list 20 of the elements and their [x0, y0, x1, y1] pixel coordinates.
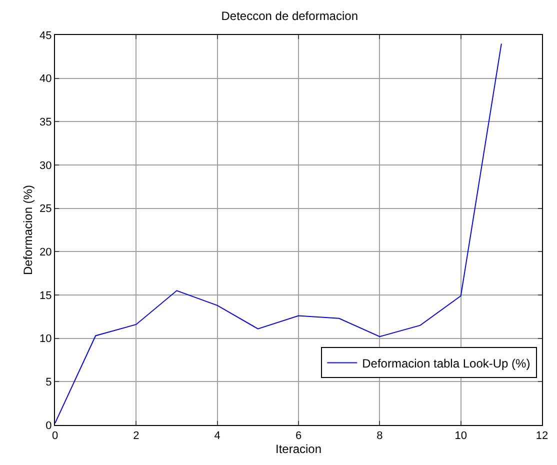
y-axis-title: Deformacion (%) — [20, 184, 35, 276]
y-tick-label: 25 — [40, 203, 52, 216]
x-tick-label: 8 — [376, 430, 383, 442]
x-tick-label: 10 — [454, 430, 467, 442]
y-tick-label: 45 — [40, 30, 52, 42]
legend-label: Deformacion tabla Look-Up (%) — [362, 356, 530, 370]
y-tick-label: 30 — [40, 160, 52, 172]
chart-title: Deteccon de deformacion — [221, 9, 358, 24]
y-tick-label: 0 — [46, 420, 52, 432]
y-tick-label: 10 — [40, 333, 52, 346]
x-tick-label: 12 — [536, 430, 548, 442]
y-tick-label: 20 — [40, 246, 52, 259]
y-tick-label: 5 — [46, 376, 52, 389]
x-axis-title: Iteracion — [275, 442, 322, 456]
x-tick-label: 4 — [214, 430, 220, 442]
y-tick-label: 35 — [40, 116, 52, 129]
y-tick-label: 15 — [40, 290, 52, 302]
x-tick-label: 2 — [133, 430, 140, 442]
y-tick-label: 40 — [40, 73, 52, 86]
x-tick-label: 6 — [295, 430, 302, 442]
